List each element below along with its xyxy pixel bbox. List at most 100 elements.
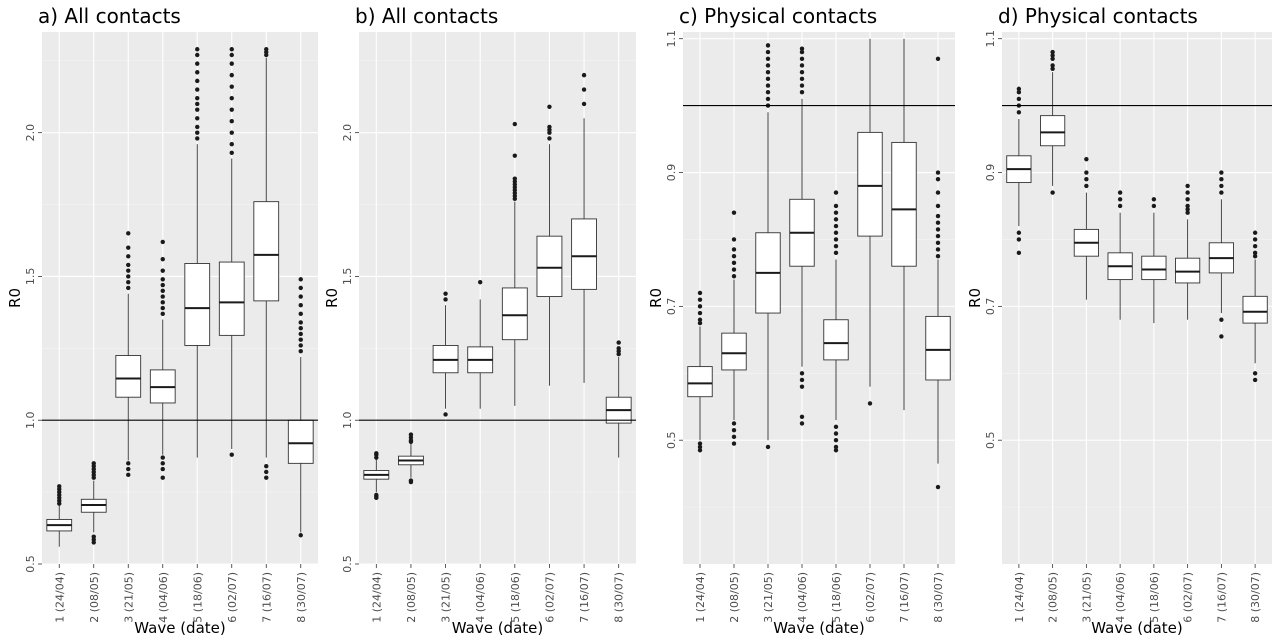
outlier-point	[1185, 183, 1190, 189]
outlier-point	[298, 302, 303, 308]
outlier-point	[1050, 56, 1055, 61]
outlier-point	[935, 213, 941, 219]
x-tick-label: 8 (30/07)	[295, 572, 308, 623]
x-tick-label: 6 (02/07)	[543, 572, 556, 623]
outlier-point	[1185, 190, 1190, 195]
iqr-box	[115, 355, 142, 398]
outlier-point	[935, 227, 941, 232]
outlier-point	[195, 130, 200, 135]
outlier-point	[229, 452, 234, 457]
chart-panel-4: 0.5 0.7 0.9 1.1 1 (24/04) 2 (08/05) 3 (21/05) 4…	[966, 4, 1272, 637]
outlier-point	[547, 104, 552, 109]
outlier-point	[512, 121, 518, 127]
box-wave-3	[432, 291, 459, 417]
outlier-point	[935, 233, 941, 239]
iqr-box	[501, 287, 528, 341]
outlier-point	[935, 253, 941, 259]
outlier-point	[374, 451, 379, 456]
outlier-point	[1050, 53, 1055, 58]
x-tick-label: 8 (30/07)	[613, 572, 626, 623]
outlier-point	[264, 464, 269, 469]
box-wave-1	[46, 484, 73, 547]
outlier-point	[935, 247, 941, 252]
x-tick-label: 5 (18/06)	[1148, 572, 1161, 623]
outlier-point	[1084, 177, 1089, 182]
iqr-box	[925, 315, 951, 381]
outlier-point	[616, 346, 621, 351]
outlier-point	[935, 220, 941, 225]
outlier-point	[731, 427, 737, 433]
outlier-point	[1252, 377, 1258, 383]
outlier-point	[1252, 253, 1258, 259]
outlier-point	[160, 268, 165, 273]
outlier-point	[126, 262, 131, 268]
x-tick-label: 4 (04/06)	[1114, 572, 1127, 623]
outlier-point	[697, 320, 703, 326]
outlier-point	[160, 305, 165, 311]
y-tick-label: 2.0	[341, 124, 354, 142]
outlier-point	[731, 434, 737, 440]
outlier-point	[1219, 170, 1224, 175]
outlier-point	[833, 237, 839, 242]
outlier-point	[229, 107, 234, 112]
outlier-point	[731, 441, 737, 446]
outlier-point	[126, 254, 131, 259]
box-wave-7	[571, 72, 597, 383]
outlier-point	[799, 83, 805, 88]
panel-title: d) Physical contacts	[998, 4, 1198, 28]
outlier-point	[512, 176, 518, 181]
outlier-point	[1151, 197, 1157, 202]
x-tick-label: 6 (02/07)	[864, 572, 877, 623]
outlier-point	[160, 461, 165, 466]
outlier-point	[1016, 230, 1022, 235]
outlier-point	[1219, 177, 1224, 182]
iqr-box	[1175, 257, 1201, 284]
outlier-point	[298, 331, 303, 337]
outlier-point	[126, 285, 131, 291]
outlier-point	[160, 475, 165, 480]
outlier-point	[935, 170, 941, 175]
iqr-box	[857, 131, 883, 237]
box-wave-5	[184, 47, 211, 458]
x-tick-label: 2 (08/05)	[1047, 572, 1060, 623]
x-tick-label: 3 (21/05)	[122, 572, 135, 623]
outlier-point	[229, 72, 234, 78]
x-tick-label: 8 (30/07)	[932, 572, 945, 623]
outlier-point	[581, 87, 587, 92]
chart-panel-1: 0.5 1.0 1.5 2.0 1 (24/04) 2 (08/05) 3 (21/05) 4…	[6, 4, 318, 637]
outlier-point	[697, 290, 703, 296]
outlier-point	[1117, 197, 1123, 202]
x-tick-label: 3 (21/05)	[762, 572, 775, 623]
outlier-point	[229, 84, 234, 89]
outlier-point	[833, 230, 839, 235]
chart-panel-2: 0.5 1.0 1.5 2.0 1 (24/04) 2 (08/05) 3 (21/05) 4…	[323, 4, 636, 637]
outlier-point	[298, 311, 303, 317]
outlier-point	[1016, 96, 1022, 102]
outlier-point	[443, 291, 448, 296]
outlier-point	[581, 101, 587, 107]
box-wave-5	[823, 190, 849, 453]
outlier-point	[765, 56, 771, 61]
outlier-point	[935, 56, 941, 61]
iqr-box	[218, 261, 245, 336]
iqr-box	[1141, 255, 1167, 281]
outlier-point	[160, 256, 165, 262]
x-tick-label: 3 (21/05)	[440, 572, 453, 623]
outlier-point	[195, 78, 200, 84]
box-wave-1	[363, 451, 390, 501]
outlier-point	[731, 274, 737, 279]
iqr-box	[891, 141, 917, 267]
outlier-point	[1016, 237, 1022, 242]
x-axis-title: Wave (date)	[452, 619, 543, 637]
outlier-point	[731, 267, 737, 272]
outlier-point	[867, 401, 873, 406]
y-tick-label: 0.5	[341, 555, 354, 573]
outlier-point	[1084, 183, 1089, 189]
outlier-point	[731, 253, 737, 259]
outlier-point	[160, 300, 165, 305]
box-wave-2	[721, 210, 747, 446]
outlier-point	[833, 448, 839, 453]
outlier-point	[298, 533, 303, 538]
outlier-point	[1016, 90, 1022, 95]
outlier-point	[935, 190, 941, 195]
